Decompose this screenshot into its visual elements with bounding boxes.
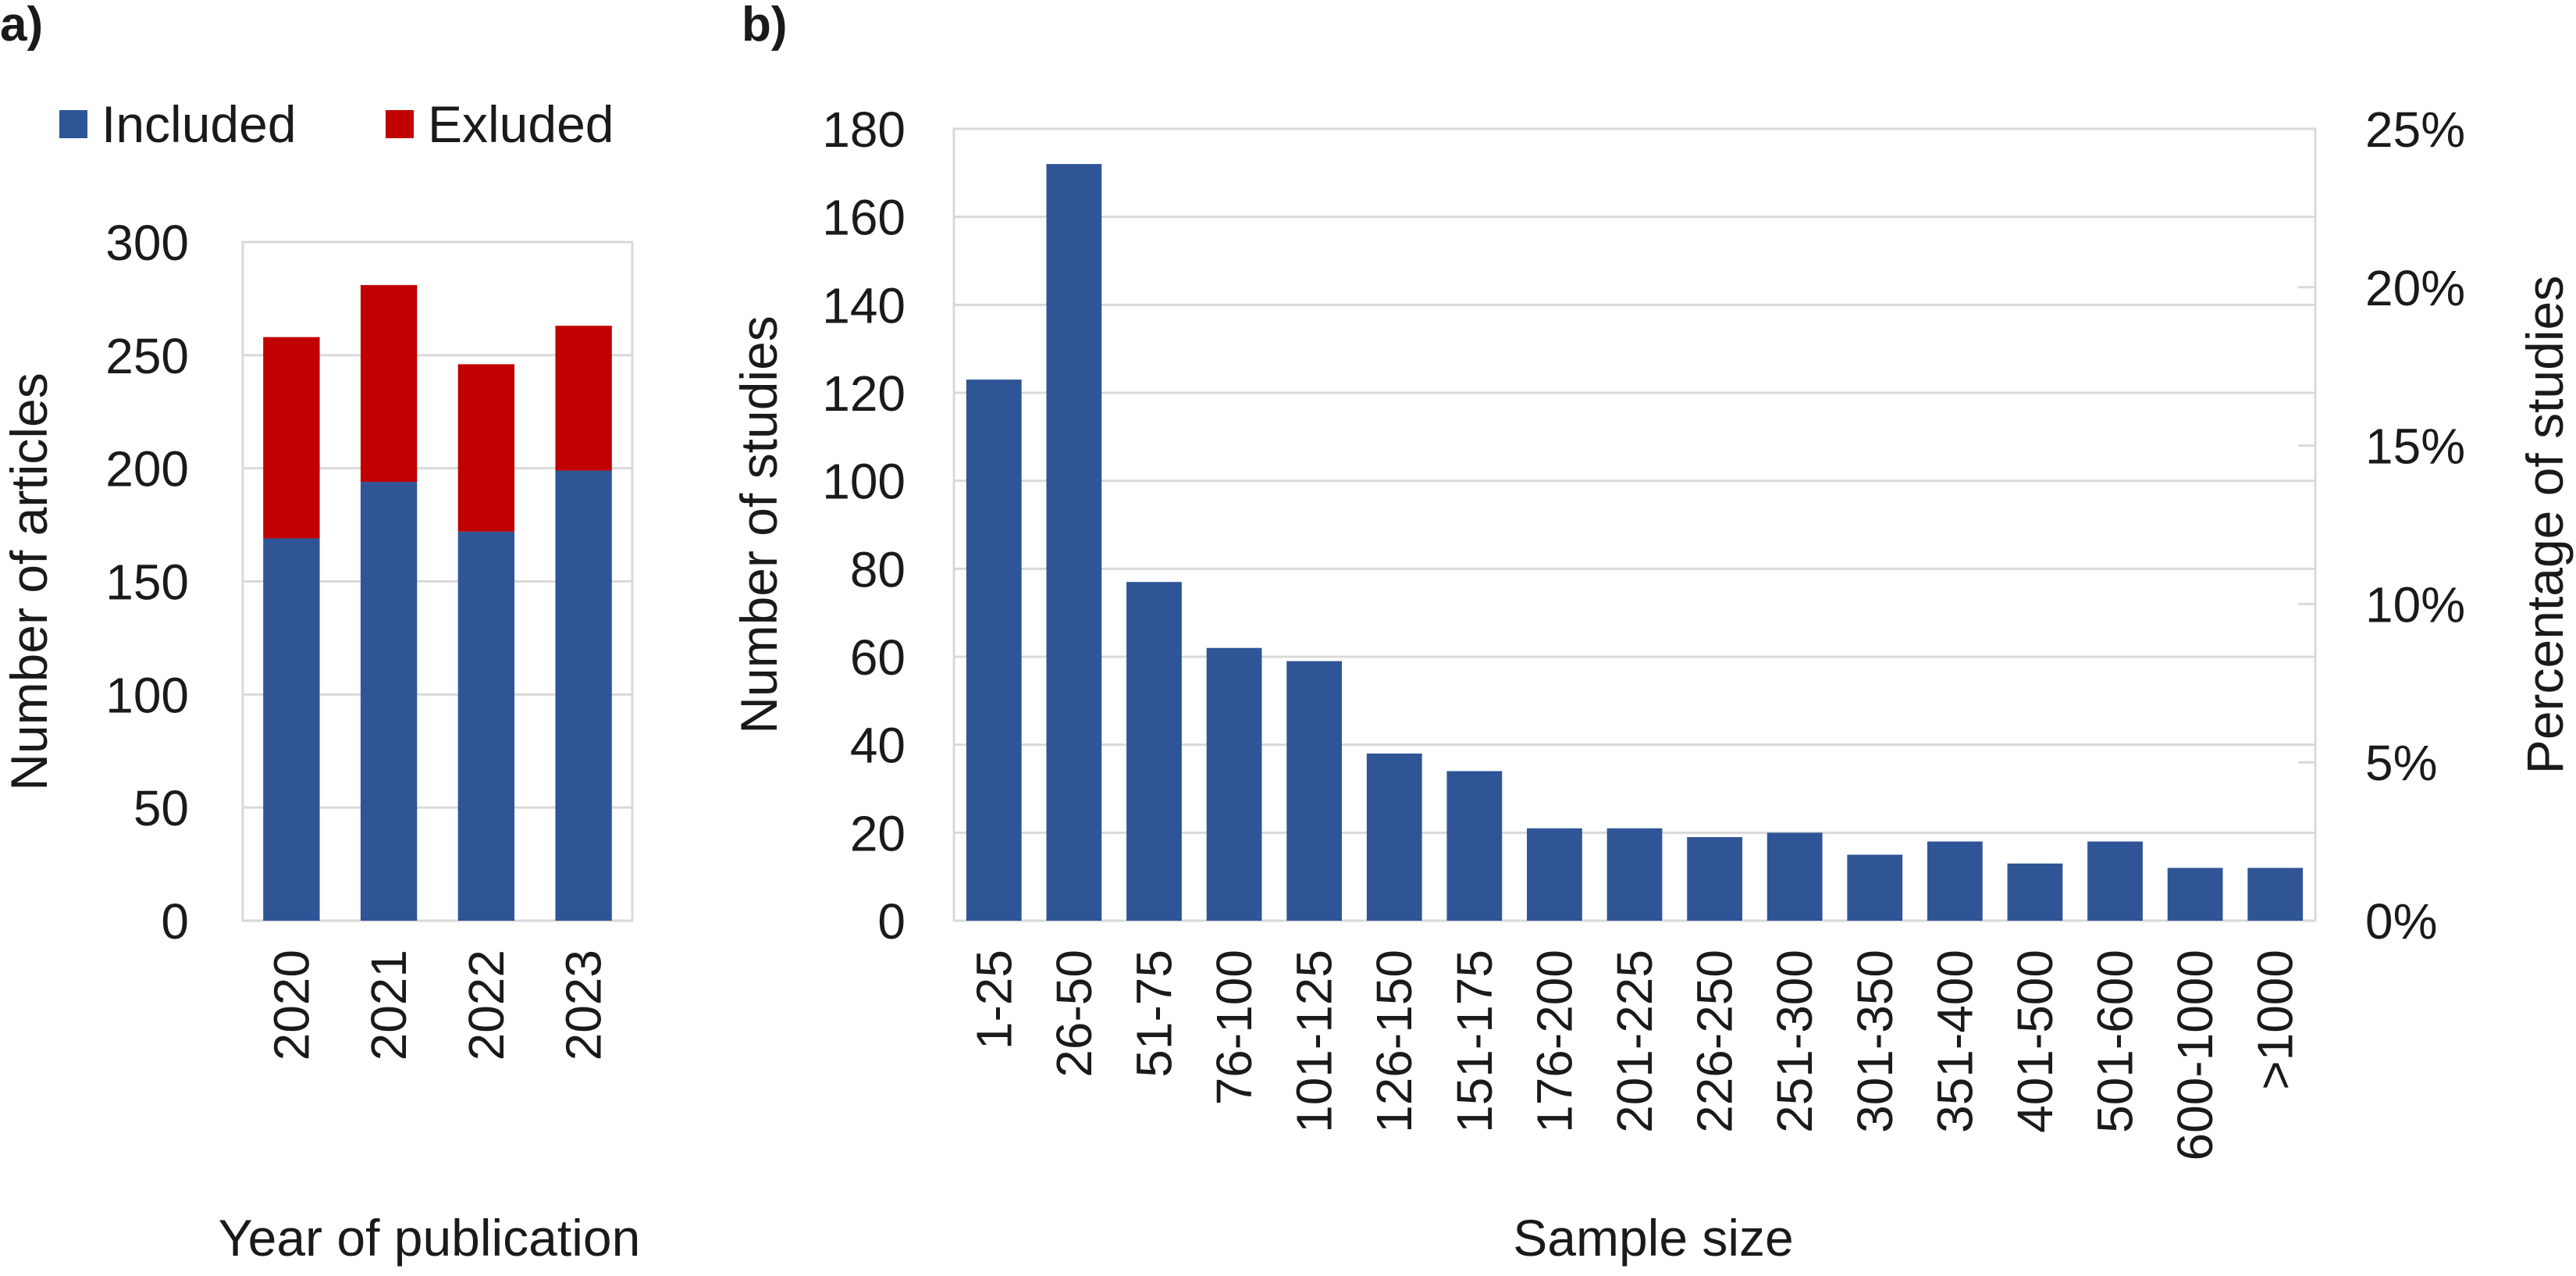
bar-included bbox=[263, 538, 320, 921]
bar bbox=[1126, 582, 1182, 921]
y-axis-title-a: Number of articles bbox=[0, 372, 58, 791]
y-tick-label: 20 bbox=[850, 805, 906, 861]
y-tick-label: 0 bbox=[161, 893, 189, 950]
y-tick-label: 180 bbox=[822, 102, 906, 158]
x-tick-label: 201-225 bbox=[1606, 950, 1663, 1133]
y-tick-labels-b: 0 20 40 60 80 100 120 140 160 180 bbox=[822, 102, 906, 950]
y-tick-label: 120 bbox=[822, 365, 906, 422]
bar bbox=[1206, 647, 1262, 921]
y2-axis-title-b: Percentage of studies bbox=[2516, 276, 2574, 774]
y-tick-label: 100 bbox=[105, 667, 189, 723]
bar bbox=[1366, 753, 1422, 921]
bar bbox=[1046, 164, 1102, 921]
x-tick-labels-a: 2020 2021 2022 2023 bbox=[263, 950, 611, 1060]
x-tick-label: 1-25 bbox=[966, 950, 1022, 1050]
y-tick-label: 0 bbox=[877, 893, 906, 950]
bar-included bbox=[555, 470, 612, 921]
x-tick-label: 301-350 bbox=[1847, 950, 1903, 1133]
x-tick-label: 76-100 bbox=[1206, 950, 1262, 1105]
x-tick-label: 176-200 bbox=[1526, 950, 1582, 1133]
y-tick-label: 100 bbox=[822, 454, 906, 510]
panel-a-label: a) bbox=[0, 0, 43, 52]
panel-a: a) Included Exluded 0 50 100 150 200 250 300 2… bbox=[0, 0, 640, 1267]
bar-excluded bbox=[457, 364, 515, 532]
x-tick-label: 226-250 bbox=[1687, 950, 1743, 1133]
x-tick-label: 101-125 bbox=[1286, 950, 1343, 1133]
y-tick-label: 50 bbox=[133, 780, 189, 836]
y2-tick-label: 15% bbox=[2365, 419, 2465, 475]
x-tick-label: >1000 bbox=[2247, 950, 2304, 1090]
y2-tick-label: 25% bbox=[2365, 102, 2465, 158]
y-tick-label: 140 bbox=[822, 277, 906, 333]
bar bbox=[1767, 832, 1823, 921]
bar bbox=[1687, 836, 1742, 921]
y2-tick-label: 10% bbox=[2365, 576, 2465, 633]
y2-tick-label: 0% bbox=[2365, 893, 2438, 950]
y-tick-labels-a: 0 50 100 150 200 250 300 bbox=[105, 215, 189, 950]
x-tick-label: 2023 bbox=[556, 950, 612, 1060]
bar-excluded bbox=[263, 337, 320, 539]
bar bbox=[2087, 841, 2143, 921]
bar bbox=[1286, 661, 1343, 921]
y2-tick-label: 20% bbox=[2365, 260, 2465, 316]
x-axis-title-b: Sample size bbox=[1513, 1209, 1794, 1267]
y-tick-label: 60 bbox=[850, 629, 906, 686]
bar bbox=[1847, 854, 1903, 921]
bar bbox=[1927, 841, 1983, 921]
y-tick-label: 80 bbox=[850, 541, 906, 597]
bar bbox=[2007, 863, 2063, 921]
bars-a bbox=[263, 285, 612, 921]
y-tick-label: 250 bbox=[105, 328, 189, 384]
y-tick-label: 150 bbox=[105, 554, 189, 611]
bar bbox=[1606, 828, 1663, 921]
panel-b: b) 0 20 40 60 80 100 120 140 160 180 0% 5% 10% 15% 20… bbox=[730, 0, 2574, 1267]
y2-tick-label: 5% bbox=[2365, 735, 2438, 791]
x-tick-label: 2020 bbox=[263, 950, 319, 1060]
x-tick-label: 2022 bbox=[458, 950, 514, 1060]
x-tick-label: 351-400 bbox=[1927, 950, 1983, 1133]
legend-swatch-included bbox=[59, 110, 87, 138]
x-tick-label: 126-150 bbox=[1366, 950, 1422, 1133]
bar bbox=[1446, 771, 1503, 921]
x-tick-label: 600-1000 bbox=[2167, 950, 2223, 1160]
legend: Included Exluded bbox=[59, 95, 614, 153]
y-axis-title-b: Number of studies bbox=[730, 315, 788, 734]
bars-b bbox=[966, 164, 2304, 921]
x-tick-label: 26-50 bbox=[1046, 950, 1102, 1078]
legend-label-excluded: Exluded bbox=[428, 95, 614, 153]
bar-included bbox=[360, 482, 418, 921]
panel-b-label: b) bbox=[742, 0, 788, 52]
x-tick-labels-b: 1-25 26-50 51-75 76-100 101-125 126-150 151-17… bbox=[966, 950, 2303, 1160]
legend-swatch-excluded bbox=[386, 110, 414, 138]
bar-excluded bbox=[555, 326, 612, 471]
bar bbox=[1527, 828, 1582, 921]
bar bbox=[2167, 868, 2223, 921]
bar bbox=[966, 380, 1022, 921]
x-tick-label: 501-600 bbox=[2087, 950, 2144, 1133]
x-tick-label: 151-175 bbox=[1446, 950, 1503, 1133]
x-tick-label: 401-500 bbox=[2007, 950, 2063, 1133]
x-tick-label: 51-75 bbox=[1126, 950, 1182, 1078]
y-tick-label: 160 bbox=[822, 190, 906, 246]
bar-excluded bbox=[360, 285, 418, 483]
bar-included bbox=[457, 531, 515, 921]
y-tick-label: 40 bbox=[850, 718, 906, 774]
legend-label-included: Included bbox=[101, 95, 297, 153]
y-tick-label: 200 bbox=[105, 441, 189, 497]
x-axis-title-a: Year of publication bbox=[219, 1209, 641, 1267]
x-tick-label: 2021 bbox=[361, 950, 417, 1060]
y-tick-label: 300 bbox=[105, 215, 189, 271]
x-tick-label: 251-300 bbox=[1767, 950, 1823, 1133]
bar bbox=[2247, 868, 2304, 921]
y2-tick-labels-b: 0% 5% 10% 15% 20% 25% bbox=[2298, 102, 2465, 950]
